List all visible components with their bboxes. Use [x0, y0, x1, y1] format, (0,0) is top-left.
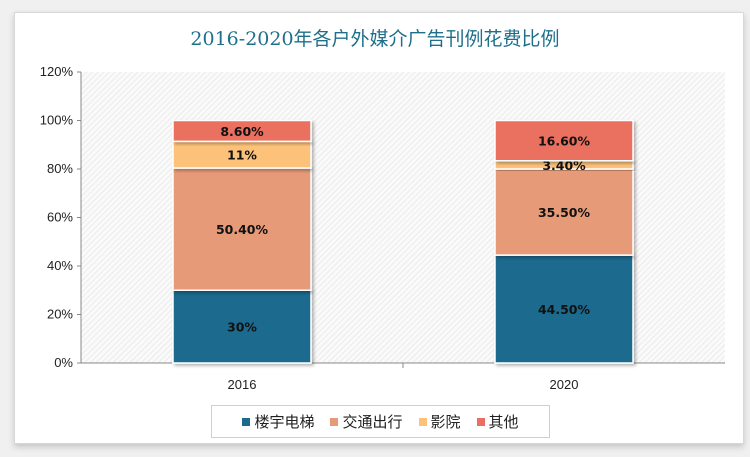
bar-segment [172, 140, 312, 169]
chart-title: 2016-2020年各户外媒介广告刊例花费比例 [190, 28, 560, 50]
legend-item: 交通出行 [330, 411, 403, 432]
bar-segment [494, 168, 634, 256]
data-label: 35.50% [538, 205, 591, 220]
bar-segment [172, 167, 312, 291]
x-tick-label: 2016 [228, 377, 257, 392]
data-label: 3.40% [542, 158, 586, 173]
bar-segment [494, 119, 634, 162]
legend-label: 影院 [430, 413, 461, 431]
data-label: 44.50% [538, 302, 591, 317]
legend-swatch [476, 417, 485, 426]
y-tick-label: 20% [47, 307, 73, 322]
legend-item: 影院 [418, 411, 461, 432]
y-tick-label: 60% [47, 210, 73, 225]
x-tick-label: 2020 [550, 377, 579, 392]
data-label: 50.40% [216, 222, 269, 237]
legend-label: 楼宇电梯 [254, 413, 315, 431]
legend-label: 交通出行 [342, 413, 403, 431]
y-tick-label: 100% [40, 113, 74, 128]
bar-segment [172, 119, 312, 143]
data-label: 11% [227, 148, 257, 163]
legend: 楼宇电梯 交通出行 影院 其他 [211, 405, 550, 438]
legend-swatch [418, 417, 427, 426]
legend-item: 其他 [476, 411, 519, 432]
data-label: 8.60% [220, 124, 264, 139]
data-label: 16.60% [538, 134, 591, 149]
legend-label: 其他 [488, 413, 519, 431]
legend-swatch [242, 417, 251, 426]
legend-item: 楼宇电梯 [242, 411, 314, 432]
y-tick-label: 120% [40, 64, 74, 79]
legend-swatch [330, 417, 339, 426]
y-tick-label: 80% [47, 161, 73, 176]
y-tick-label: 0% [54, 355, 73, 370]
data-label: 30% [227, 320, 257, 335]
y-tick-label: 40% [47, 258, 73, 273]
